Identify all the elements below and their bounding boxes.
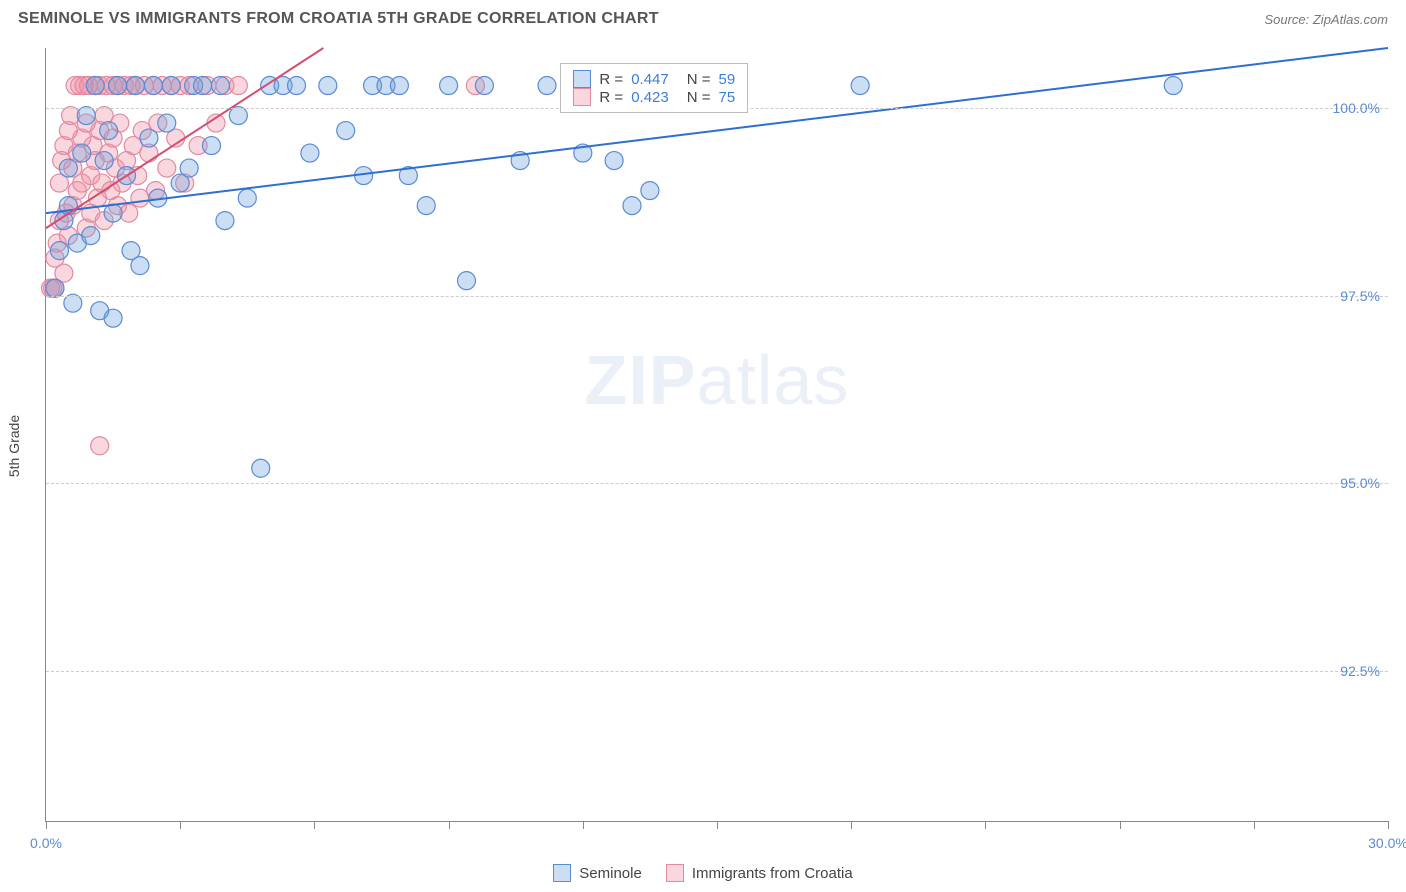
gridline xyxy=(46,483,1388,484)
legend-item: Seminole xyxy=(553,864,642,882)
scatter-point xyxy=(605,152,623,170)
scatter-point xyxy=(73,144,91,162)
scatter-point xyxy=(390,77,408,95)
x-tick xyxy=(717,821,718,829)
x-tick xyxy=(46,821,47,829)
x-tick-label: 0.0% xyxy=(30,835,62,851)
scatter-point xyxy=(158,114,176,132)
scatter-point xyxy=(82,227,100,245)
scatter-point xyxy=(126,77,144,95)
scatter-point xyxy=(851,77,869,95)
scatter-point xyxy=(457,272,475,290)
x-tick xyxy=(180,821,181,829)
scatter-point xyxy=(211,77,229,95)
legend-r-label: R = xyxy=(599,71,623,88)
scatter-point xyxy=(252,459,270,477)
scatter-point xyxy=(109,77,127,95)
legend-n-value: 59 xyxy=(719,71,736,88)
legend-swatch xyxy=(573,70,591,88)
scatter-point xyxy=(95,152,113,170)
x-tick xyxy=(985,821,986,829)
scatter-point xyxy=(301,144,319,162)
x-tick xyxy=(583,821,584,829)
legend-n-label: N = xyxy=(687,71,711,88)
scatter-point xyxy=(337,122,355,140)
legend-item: Immigrants from Croatia xyxy=(666,864,853,882)
scatter-point xyxy=(440,77,458,95)
scatter-point xyxy=(641,182,659,200)
scatter-point xyxy=(131,257,149,275)
legend-r-value: 0.447 xyxy=(631,71,669,88)
legend-swatch xyxy=(666,864,684,882)
y-axis-label: 5th Grade xyxy=(6,415,22,477)
scatter-point xyxy=(144,77,162,95)
scatter-point xyxy=(50,242,68,260)
y-tick-label: 97.5% xyxy=(1340,288,1380,304)
scatter-point xyxy=(203,137,221,155)
legend-n-value: 75 xyxy=(719,89,736,106)
legend-bottom: Seminole Immigrants from Croatia xyxy=(0,864,1406,882)
scatter-point xyxy=(288,77,306,95)
scatter-point xyxy=(229,77,247,95)
legend-swatch xyxy=(553,864,571,882)
chart-title: SEMINOLE VS IMMIGRANTS FROM CROATIA 5TH … xyxy=(18,10,659,28)
y-tick-label: 92.5% xyxy=(1340,663,1380,679)
legend-series-name: Seminole xyxy=(579,865,642,882)
scatter-point xyxy=(238,189,256,207)
x-tick xyxy=(314,821,315,829)
scatter-point xyxy=(229,107,247,125)
x-tick xyxy=(1388,821,1389,829)
scatter-point xyxy=(46,279,64,297)
chart-source: Source: ZipAtlas.com xyxy=(1264,12,1388,27)
scatter-point xyxy=(77,107,95,125)
chart-area: ZIPatlas 92.5%95.0%97.5%100.0% 0.0%30.0%… xyxy=(45,48,1388,822)
legend-stats-box: R = 0.447 N = 59 R = 0.423 N = 75 xyxy=(560,63,748,113)
scatter-point xyxy=(623,197,641,215)
scatter-point xyxy=(104,309,122,327)
y-tick-label: 100.0% xyxy=(1333,100,1380,116)
scatter-point xyxy=(216,212,234,230)
x-tick xyxy=(1254,821,1255,829)
gridline xyxy=(46,671,1388,672)
scatter-point xyxy=(100,122,118,140)
legend-swatch xyxy=(573,88,591,106)
scatter-point xyxy=(1164,77,1182,95)
scatter-point xyxy=(417,197,435,215)
scatter-point xyxy=(162,77,180,95)
scatter-point xyxy=(86,77,104,95)
scatter-point xyxy=(140,129,158,147)
x-tick xyxy=(851,821,852,829)
x-tick-label: 30.0% xyxy=(1368,835,1406,851)
scatter-point xyxy=(180,159,198,177)
legend-series-name: Immigrants from Croatia xyxy=(692,865,853,882)
legend-r-label: R = xyxy=(599,89,623,106)
legend-stat-row: R = 0.447 N = 59 xyxy=(573,70,735,88)
gridline xyxy=(46,296,1388,297)
scatter-svg xyxy=(46,48,1388,821)
legend-n-label: N = xyxy=(687,89,711,106)
scatter-point xyxy=(158,159,176,177)
scatter-point xyxy=(319,77,337,95)
scatter-point xyxy=(104,204,122,222)
scatter-point xyxy=(64,294,82,312)
scatter-point xyxy=(538,77,556,95)
scatter-point xyxy=(91,437,109,455)
x-tick xyxy=(449,821,450,829)
plot-area: ZIPatlas 92.5%95.0%97.5%100.0% 0.0%30.0%… xyxy=(45,48,1388,822)
legend-r-value: 0.423 xyxy=(631,89,669,106)
legend-stat-row: R = 0.423 N = 75 xyxy=(573,88,735,106)
scatter-point xyxy=(475,77,493,95)
y-tick-label: 95.0% xyxy=(1340,475,1380,491)
scatter-point xyxy=(59,159,77,177)
x-tick xyxy=(1120,821,1121,829)
scatter-point xyxy=(194,77,212,95)
